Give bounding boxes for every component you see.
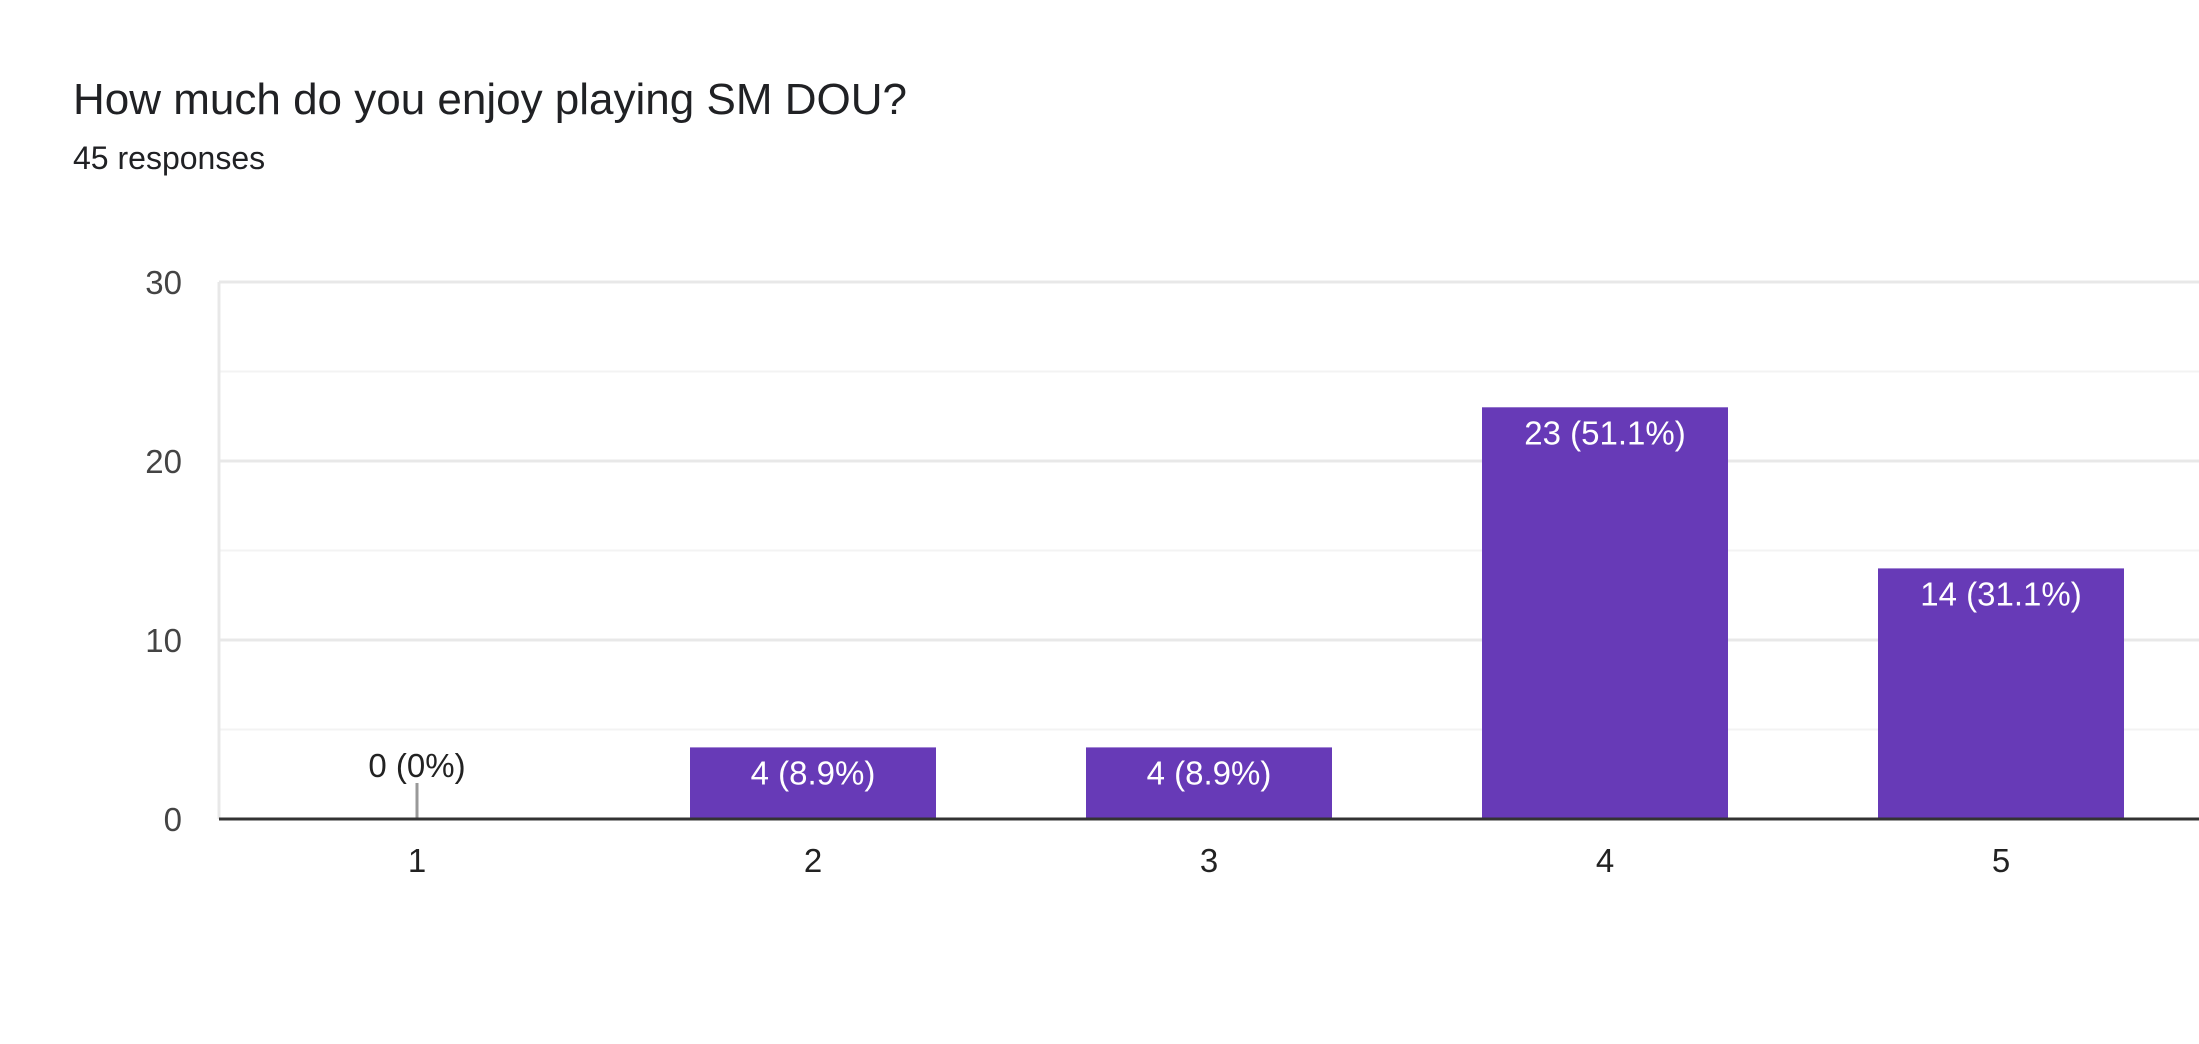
data-label: 14 (31.1%) [1920, 575, 2081, 612]
y-tick-label: 20 [145, 443, 182, 480]
grid-layer [219, 280, 2199, 731]
bar-5[interactable] [1878, 568, 2124, 819]
x-tick-label: 1 [408, 842, 426, 879]
data-label: 4 (8.9%) [751, 754, 876, 791]
response-count: 45 responses [73, 140, 266, 176]
chart-title: How much do you enjoy playing SM DOU? [73, 75, 907, 124]
data-label: 4 (8.9%) [1147, 754, 1272, 791]
x-tick-label: 3 [1200, 842, 1218, 879]
x-tick-label: 2 [804, 842, 822, 879]
y-tick-label: 10 [145, 622, 182, 659]
y-axis-ticks: 0 10 20 30 [145, 264, 182, 838]
data-label: 23 (51.1%) [1524, 414, 1685, 451]
bar-2[interactable] [690, 747, 936, 819]
data-label: 0 (0%) [368, 747, 465, 784]
bar-3[interactable] [1086, 747, 1332, 819]
y-tick-label: 30 [145, 264, 182, 301]
x-tick-label: 4 [1596, 842, 1614, 879]
bars [415, 407, 2124, 819]
axis-lines [217, 282, 2199, 821]
x-axis-ticks: 1 2 3 4 5 [408, 842, 2010, 879]
y-tick-label: 0 [164, 801, 182, 838]
x-tick-label: 5 [1992, 842, 2010, 879]
bar-4[interactable] [1482, 407, 1728, 819]
data-labels: 0 (0%) 4 (8.9%) 4 (8.9%) 23 (51.1%) 14 (31.1… [368, 414, 2081, 791]
chart-header: How much do you enjoy playing SM DOU? 45… [73, 72, 907, 178]
